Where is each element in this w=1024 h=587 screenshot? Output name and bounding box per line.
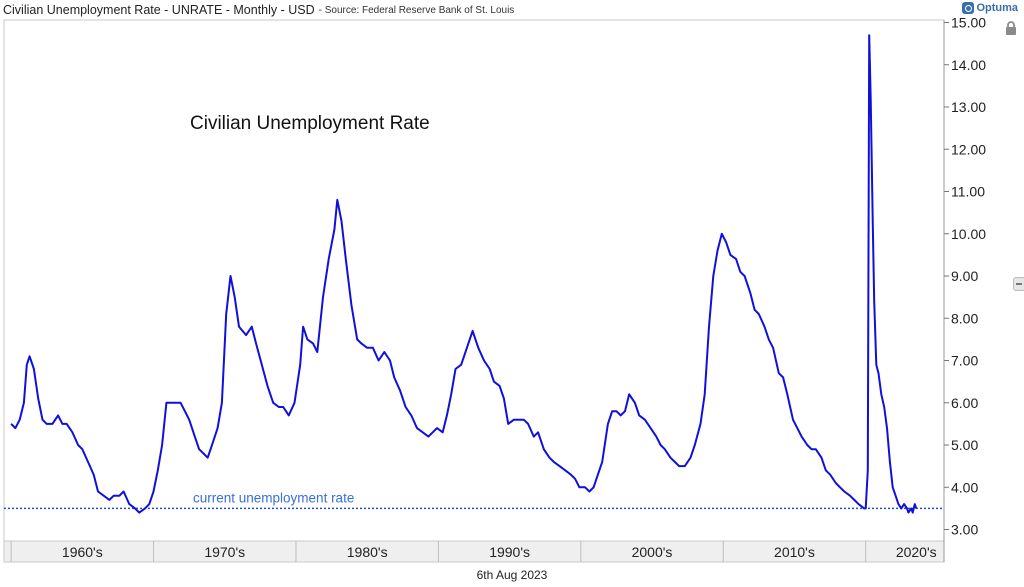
y-tick-label: 5.00 <box>951 437 978 453</box>
x-tick-label: 2010's <box>774 544 815 560</box>
y-tick-label: 6.00 <box>951 395 978 411</box>
y-tick-label: 14.00 <box>951 57 986 73</box>
x-tick-label: 2020's <box>896 544 937 560</box>
x-tick-label: 1970's <box>204 544 245 560</box>
series-title: Civilian Unemployment Rate - UNRATE - Mo… <box>3 3 315 17</box>
y-axis: 3.00 4.00 5.00 6.00 7.00 8.00 9.00 10.00 11.00 12… <box>944 15 986 538</box>
y-tick-label: 9.00 <box>951 268 978 284</box>
scroll-handle-icon[interactable] <box>1013 277 1024 291</box>
y-tick-label: 8.00 <box>951 310 978 326</box>
reference-label: current unemployment rate <box>193 490 354 505</box>
plot-frame <box>3 19 945 563</box>
x-tick-label: 1990's <box>489 544 530 560</box>
y-tick-label: 13.00 <box>951 99 986 115</box>
lock-icon[interactable] <box>1003 20 1019 36</box>
y-tick-label: 3.00 <box>951 522 978 538</box>
x-axis: 1960's 1970's 1980's 1990's 2000's 2010's 2020… <box>10 541 937 562</box>
y-tick-label: 4.00 <box>951 479 978 495</box>
chart-title: Civilian Unemployment Rate <box>190 113 430 134</box>
series-line <box>10 34 918 514</box>
y-tick-label: 10.00 <box>951 226 986 242</box>
x-tick-label: 2000's <box>632 544 673 560</box>
y-tick-label: 15.00 <box>951 15 986 31</box>
unemployment-chart: current unemployment rate 3.00 4.00 5.00 6.… <box>3 15 986 563</box>
x-tick-label: 1960's <box>62 544 103 560</box>
y-tick-label: 11.00 <box>951 184 985 200</box>
y-tick-label: 12.00 <box>951 141 986 157</box>
x-tick-label: 1980's <box>347 544 388 560</box>
series-group <box>10 34 918 514</box>
footer-date: 6th Aug 2023 <box>476 568 548 582</box>
optuma-logo-icon <box>962 2 975 14</box>
optuma-logo: Optuma <box>962 2 1018 14</box>
reference-line-group: current unemployment rate <box>4 490 944 510</box>
chart-header: Civilian Unemployment Rate - UNRATE - Mo… <box>0 0 1024 20</box>
y-tick-label: 7.00 <box>951 353 978 369</box>
plot-border <box>3 19 945 542</box>
optuma-logo-text: Optuma <box>976 2 1018 14</box>
source-note: - Source: Federal Reserve Bank of St. Lo… <box>318 4 515 16</box>
